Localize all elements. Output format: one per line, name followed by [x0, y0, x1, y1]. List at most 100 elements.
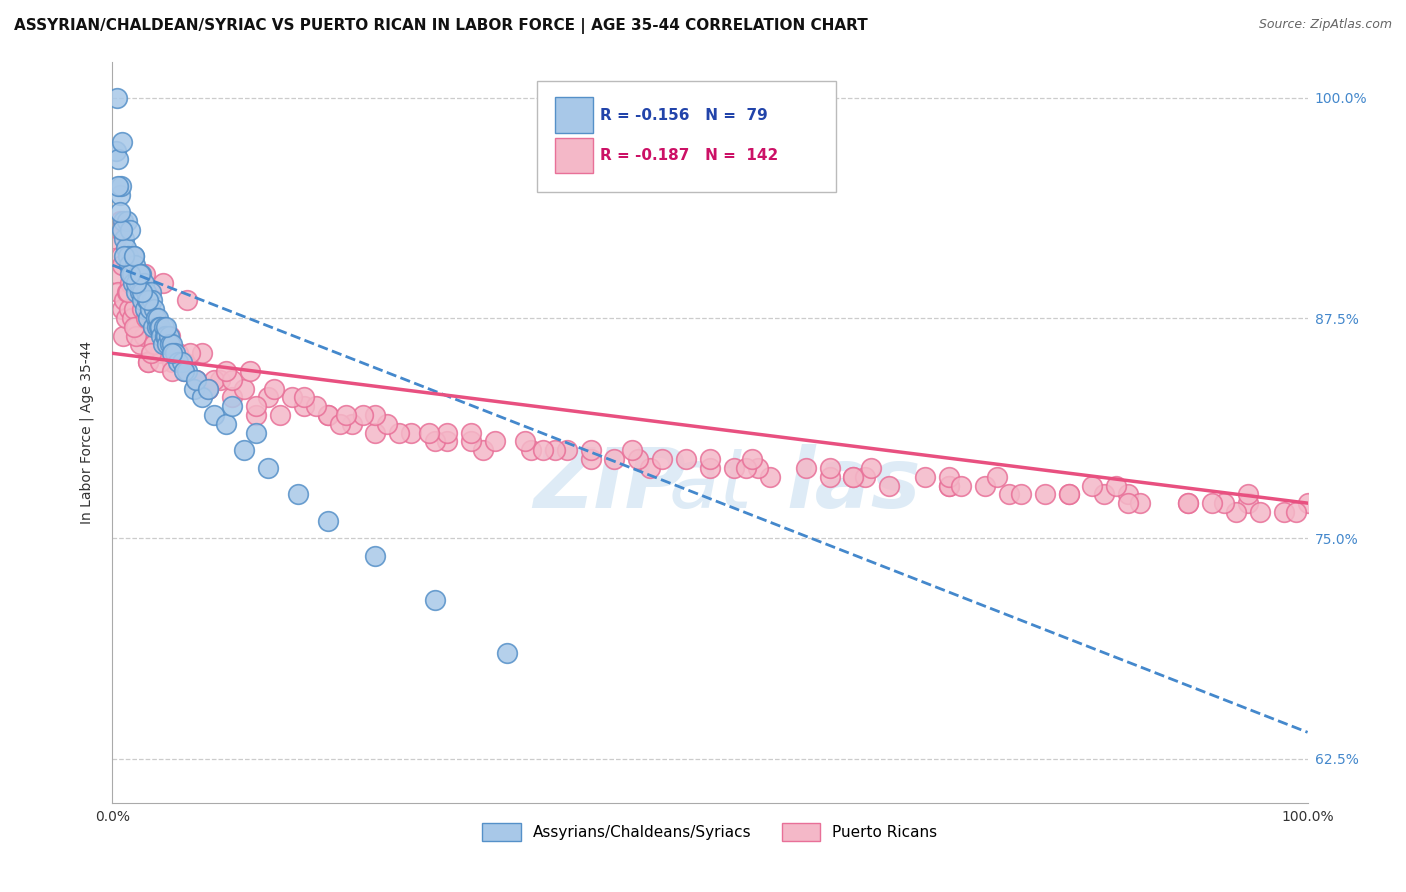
Point — [436, 425, 458, 440]
Point — [860, 461, 883, 475]
Point — [257, 461, 280, 475]
Point — [340, 417, 363, 431]
Point — [794, 461, 817, 475]
Point — [155, 346, 177, 360]
Point — [221, 373, 243, 387]
Point — [496, 646, 519, 660]
Point — [125, 285, 148, 299]
Point — [131, 293, 153, 308]
Point — [245, 399, 267, 413]
Point — [1094, 487, 1116, 501]
Point — [209, 373, 232, 387]
Point — [111, 302, 134, 317]
Point — [173, 364, 195, 378]
Point — [155, 319, 177, 334]
Point — [579, 443, 602, 458]
Point — [111, 258, 134, 272]
Point — [120, 276, 142, 290]
Point — [484, 434, 506, 449]
Point — [111, 223, 134, 237]
Point — [555, 443, 578, 458]
Point — [401, 425, 423, 440]
Point — [155, 328, 177, 343]
Point — [842, 469, 865, 483]
Point — [138, 355, 160, 369]
Point — [112, 214, 135, 228]
Point — [239, 364, 262, 378]
Point — [938, 478, 960, 492]
Point — [183, 382, 205, 396]
Point — [125, 276, 148, 290]
Point — [418, 425, 440, 440]
Point — [281, 390, 304, 404]
Point — [974, 478, 997, 492]
Point — [162, 337, 183, 351]
Point — [152, 337, 174, 351]
Point — [221, 399, 243, 413]
Text: R = -0.156   N =  79: R = -0.156 N = 79 — [600, 108, 768, 122]
Point — [233, 382, 256, 396]
Point — [215, 417, 238, 431]
Point — [112, 328, 135, 343]
Point — [125, 328, 148, 343]
Point — [108, 187, 131, 202]
Point — [1177, 496, 1199, 510]
Point — [723, 461, 745, 475]
Point — [152, 276, 174, 290]
FancyBboxPatch shape — [537, 81, 835, 192]
Point — [143, 302, 166, 317]
Point — [134, 302, 156, 317]
Point — [388, 425, 411, 440]
Point — [741, 452, 763, 467]
Point — [135, 285, 157, 299]
Point — [531, 443, 554, 458]
Point — [141, 293, 163, 308]
Point — [131, 302, 153, 317]
Point — [136, 293, 159, 308]
Point — [287, 487, 309, 501]
Point — [1177, 496, 1199, 510]
Point — [148, 319, 170, 334]
Point — [167, 346, 190, 360]
Point — [153, 328, 176, 343]
Point — [105, 267, 128, 281]
Point — [197, 382, 219, 396]
Point — [143, 337, 166, 351]
Point — [142, 319, 165, 334]
Point — [108, 223, 131, 237]
Point — [138, 293, 160, 308]
Point — [110, 178, 132, 193]
Point — [1081, 478, 1104, 492]
Point — [186, 373, 208, 387]
Point — [139, 346, 162, 360]
Point — [157, 328, 180, 343]
Point — [105, 91, 128, 105]
Point — [1057, 487, 1080, 501]
Point — [121, 276, 143, 290]
Point — [108, 214, 131, 228]
Point — [146, 311, 169, 326]
Point — [938, 469, 960, 483]
Point — [1129, 496, 1152, 510]
Point — [128, 276, 150, 290]
Point — [159, 337, 181, 351]
Point — [202, 373, 225, 387]
Point — [138, 302, 160, 317]
Point — [117, 285, 139, 299]
Point — [186, 373, 208, 387]
Point — [1285, 505, 1308, 519]
Point — [111, 135, 134, 149]
Point — [173, 364, 195, 378]
Point — [176, 364, 198, 378]
Point — [122, 302, 145, 317]
Text: Source: ZipAtlas.com: Source: ZipAtlas.com — [1258, 18, 1392, 31]
Point — [191, 390, 214, 404]
Y-axis label: In Labor Force | Age 35-44: In Labor Force | Age 35-44 — [80, 341, 94, 524]
Point — [1105, 478, 1128, 492]
Point — [316, 408, 339, 422]
Point — [938, 478, 960, 492]
Point — [124, 258, 146, 272]
Point — [149, 319, 172, 334]
Point — [364, 425, 387, 440]
Point — [129, 267, 152, 281]
